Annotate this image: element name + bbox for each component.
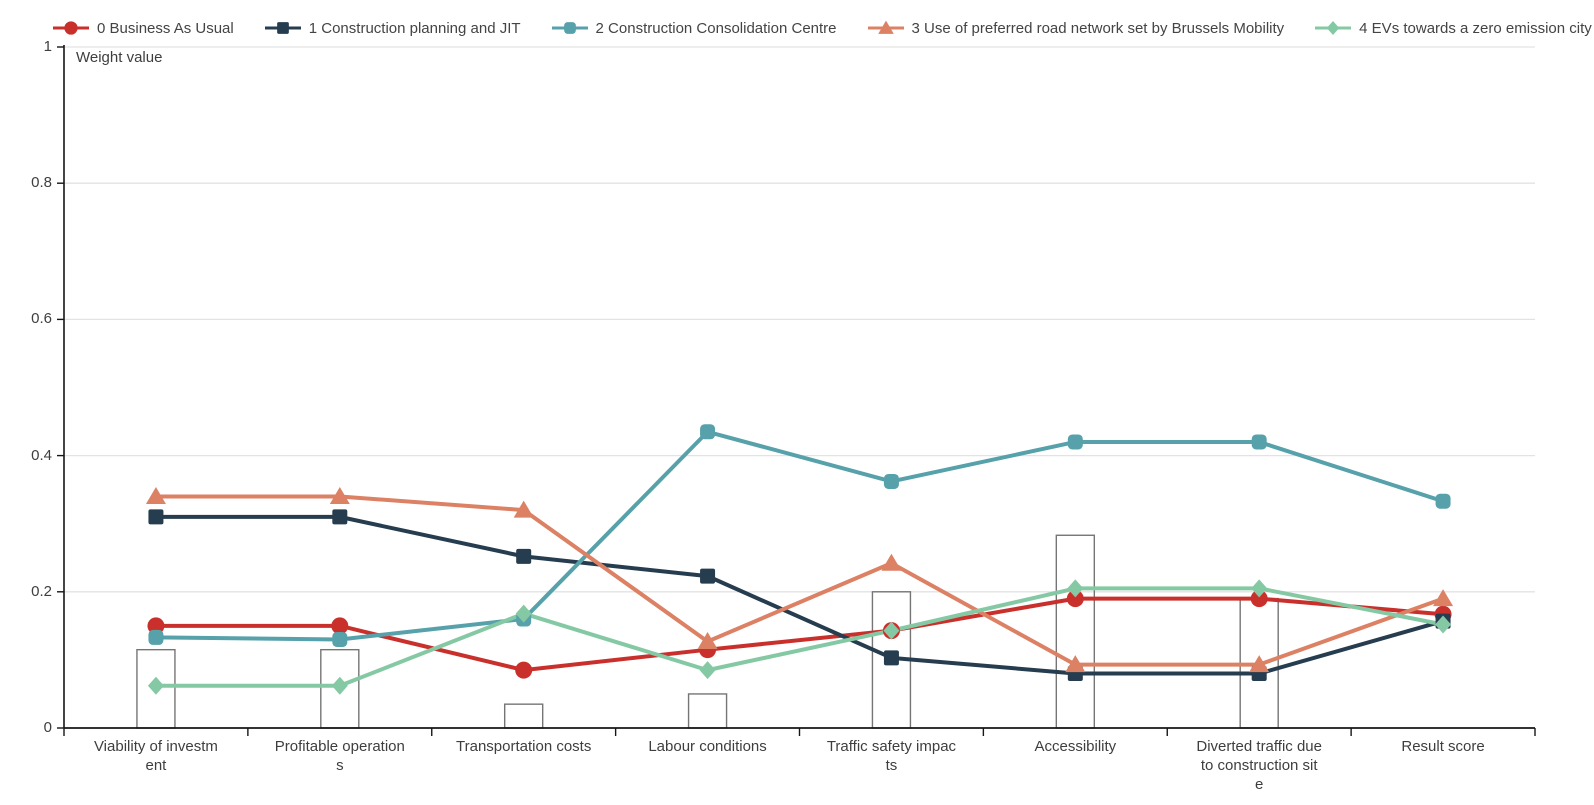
diamond-legend-marker-icon xyxy=(1326,20,1340,36)
data-point-marker-icon xyxy=(1433,589,1454,607)
data-point-marker-icon xyxy=(331,676,348,695)
legend-item-4[interactable]: 4 EVs towards a zero emission city xyxy=(1314,18,1592,38)
x-category-label: Transportation costs xyxy=(456,738,592,755)
legend-item-3[interactable]: 3 Use of preferred road network set by B… xyxy=(867,18,1285,38)
y-tick-label: 0.8 xyxy=(31,174,52,192)
series-line xyxy=(155,596,1444,673)
x-category-label: Result score xyxy=(1401,738,1485,755)
legend-item-2[interactable]: 2 Construction Consolidation Centre xyxy=(551,18,837,38)
data-point-marker-icon xyxy=(329,486,350,504)
legend-label: 1 Construction planning and JIT xyxy=(308,19,521,37)
legend-glyph xyxy=(53,21,89,35)
x-category-label: Viability of investm ent xyxy=(93,738,218,774)
y-axis-title: Weight value xyxy=(76,49,163,66)
data-point-marker-icon xyxy=(1251,579,1268,598)
data-point-marker-icon xyxy=(1250,590,1268,608)
data-point-marker-icon xyxy=(145,486,166,504)
data-point-marker-icon xyxy=(1249,655,1270,673)
data-point-marker-icon xyxy=(1435,615,1452,634)
data-point-marker-icon xyxy=(147,676,164,695)
data-point-marker-icon xyxy=(700,568,716,584)
legend-glyph xyxy=(264,22,301,34)
chart-legend: 0 Business As Usual 1 Construction planni… xyxy=(52,14,1592,42)
legend-glyph xyxy=(551,22,588,34)
data-point-marker-icon xyxy=(513,500,534,518)
x-category-label: Traffic safety impac ts xyxy=(826,738,957,774)
data-point-marker-icon xyxy=(515,604,532,623)
y-tick-label: 0 xyxy=(43,719,52,736)
x-category-label: Labour conditions xyxy=(648,738,767,755)
legend-label: 0 Business As Usual xyxy=(97,19,234,37)
data-point-marker-icon xyxy=(1251,434,1267,450)
data-point-marker-icon xyxy=(883,650,899,666)
data-point-marker-icon xyxy=(148,629,164,645)
legend-label: 4 EVs towards a zero emission city xyxy=(1359,19,1592,37)
circle-legend-marker-icon xyxy=(64,21,78,35)
x-category-label: Profitable operation s xyxy=(274,738,405,774)
data-point-marker-icon xyxy=(147,617,165,635)
data-point-marker-icon xyxy=(1435,493,1451,509)
weight-bar xyxy=(1055,534,1096,729)
x-category-label: Accessibility xyxy=(1034,738,1117,755)
data-point-marker-icon xyxy=(1067,434,1083,450)
series-line xyxy=(155,514,1444,676)
data-point-marker-icon xyxy=(1067,579,1084,598)
legend-item-1[interactable]: 1 Construction planning and JIT xyxy=(264,18,521,38)
series-line xyxy=(155,429,1444,642)
data-point-marker-icon xyxy=(881,553,902,571)
legend-glyph xyxy=(1315,20,1352,36)
weight-bar xyxy=(503,703,544,729)
data-point-marker-icon xyxy=(697,632,718,650)
data-point-marker-icon xyxy=(331,617,349,635)
data-point-marker-icon xyxy=(699,661,716,680)
data-point-marker-icon xyxy=(332,509,348,525)
data-point-marker-icon xyxy=(515,661,533,679)
triangle-legend-marker-icon xyxy=(877,20,894,34)
y-tick-label: 0.4 xyxy=(31,446,52,464)
y-tick-label: 0.2 xyxy=(31,582,52,600)
y-tick-label: 1 xyxy=(43,38,52,55)
x-category-label: Diverted traffic due to construction sit… xyxy=(1196,738,1322,793)
data-point-marker-icon xyxy=(516,548,532,564)
square-rounded-legend-marker-icon xyxy=(563,22,576,34)
data-point-marker-icon xyxy=(700,424,716,440)
legend-label: 2 Construction Consolidation Centre xyxy=(595,19,837,37)
data-point-marker-icon xyxy=(1066,590,1084,608)
legend-glyph xyxy=(867,20,904,34)
series-line xyxy=(155,494,1444,667)
weight-bar xyxy=(687,693,728,729)
series-line xyxy=(155,586,1444,688)
data-point-marker-icon xyxy=(1065,655,1086,673)
data-point-marker-icon xyxy=(148,509,164,525)
legend-label: 3 Use of preferred road network set by B… xyxy=(911,19,1285,37)
data-point-marker-icon xyxy=(883,621,900,640)
square-legend-marker-icon xyxy=(276,22,289,34)
data-point-marker-icon xyxy=(883,473,899,489)
legend-item-0[interactable]: 0 Business As Usual xyxy=(52,18,234,38)
y-tick-label: 0.6 xyxy=(31,310,52,328)
data-point-marker-icon xyxy=(332,631,348,647)
